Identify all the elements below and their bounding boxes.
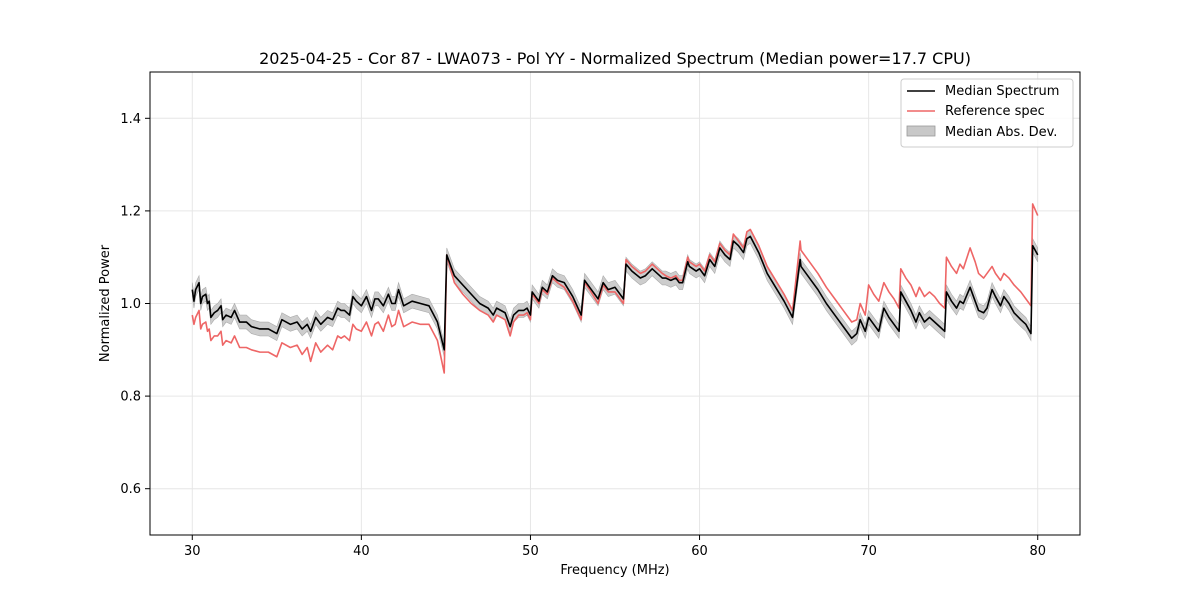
x-tick-label: 70 [860,544,877,559]
legend: Median Spectrum Reference spec Median Ab… [900,78,1074,148]
x-tick-label: 60 [691,544,708,559]
reference-spectrum-line [191,203,1039,374]
x-tick-label: 40 [353,544,370,559]
y-tick-label: 1.2 [120,204,141,219]
y-tick-label: 1.0 [120,297,141,312]
y-tick-label: 0.8 [120,390,141,405]
legend-frame [900,78,1074,148]
chart-title: 2025-04-25 - Cor 87 - LWA073 - Pol YY - … [259,49,971,68]
axis-ticks: 30 40 50 60 70 80 0.6 0.8 1.0 1.2 1.4 [120,112,1046,559]
y-tick-label: 1.4 [120,112,141,127]
x-axis-label: Frequency (MHz) [560,563,669,578]
y-tick-label: 0.6 [120,482,141,497]
x-tick-label: 80 [1029,544,1046,559]
legend-label-median: Median Spectrum [945,84,1059,99]
legend-label-mad: Median Abs. Dev. [945,125,1057,140]
median-spectrum-line [191,235,1039,351]
x-tick-label: 30 [184,544,201,559]
x-tick-label: 50 [522,544,539,559]
legend-swatch-mad [906,125,936,137]
y-axis-label: Normalized Power [98,244,113,362]
legend-label-reference: Reference spec [945,104,1045,119]
plot-area [191,203,1039,374]
